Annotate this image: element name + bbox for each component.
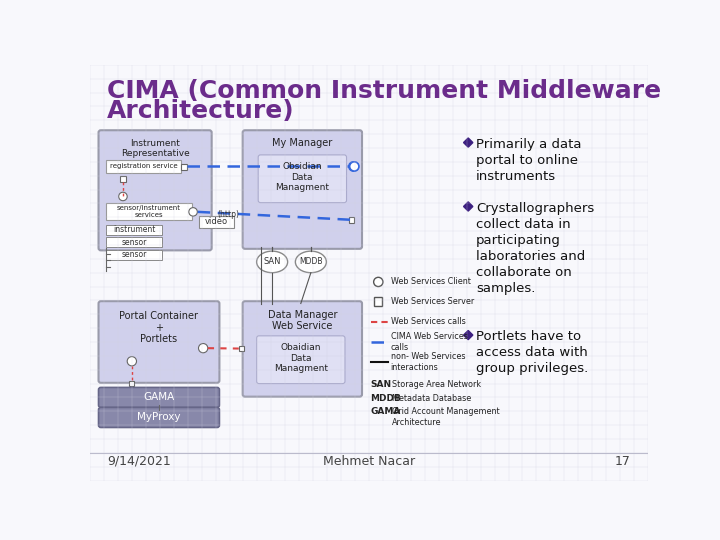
FancyBboxPatch shape	[99, 387, 220, 408]
Bar	[181, 164, 187, 170]
Text: sensor: sensor	[122, 250, 147, 259]
Text: video: video	[204, 218, 228, 226]
Circle shape	[189, 208, 197, 216]
Bar	[107, 249, 162, 260]
Text: Grid Account Management
Architecture: Grid Account Management Architecture	[392, 408, 500, 427]
Text: GAMA: GAMA	[371, 408, 401, 416]
Ellipse shape	[256, 251, 287, 273]
Text: GAMA: GAMA	[143, 393, 175, 402]
Text: Metadata Database: Metadata Database	[392, 394, 472, 403]
Text: MDDB: MDDB	[299, 258, 323, 266]
Text: SAN: SAN	[264, 258, 281, 266]
FancyBboxPatch shape	[258, 155, 346, 202]
Text: (http): (http)	[217, 210, 239, 219]
Text: non- Web Services
interactions: non- Web Services interactions	[391, 352, 465, 372]
FancyBboxPatch shape	[99, 301, 220, 383]
FancyBboxPatch shape	[256, 336, 345, 383]
Text: MyProxy: MyProxy	[138, 413, 181, 422]
Circle shape	[119, 192, 127, 201]
Polygon shape	[464, 202, 473, 211]
Text: MDDB: MDDB	[371, 394, 402, 403]
Text: Obsidian
Data
Managment: Obsidian Data Managment	[275, 163, 329, 192]
Circle shape	[350, 162, 359, 171]
Text: Obaidian
Data
Managment: Obaidian Data Managment	[274, 343, 328, 373]
Bar	[129, 381, 134, 386]
Circle shape	[199, 343, 208, 353]
Text: Portal Container
+
Portlets: Portal Container + Portlets	[120, 311, 199, 345]
Text: Mehmet Nacar: Mehmet Nacar	[323, 455, 415, 468]
Polygon shape	[464, 330, 473, 340]
Bar	[120, 177, 126, 182]
Text: Portlets have to
access data with
group privileges.: Portlets have to access data with group …	[476, 330, 588, 375]
Text: Crystallographers
collect data in
participating
laboratories and
collaborate on
: Crystallographers collect data in partic…	[476, 202, 594, 295]
Bar	[107, 160, 181, 173]
Text: Web Services Client: Web Services Client	[391, 278, 471, 286]
Bar	[374, 298, 382, 306]
Text: Primarily a data
portal to online
instruments: Primarily a data portal to online instru…	[476, 138, 582, 183]
Text: Storage Area Network: Storage Area Network	[392, 380, 482, 389]
FancyBboxPatch shape	[243, 301, 362, 397]
Text: CIMA (Common Instrument Middleware: CIMA (Common Instrument Middleware	[107, 79, 661, 103]
Text: My Manager: My Manager	[272, 138, 333, 148]
Text: Architecture): Architecture)	[107, 99, 294, 123]
Circle shape	[127, 356, 137, 366]
Text: registration service: registration service	[109, 164, 177, 170]
Text: 9/14/2021: 9/14/2021	[107, 455, 171, 468]
Text: sensor: sensor	[122, 238, 147, 247]
Text: 17: 17	[615, 455, 631, 468]
Bar	[199, 215, 234, 228]
Text: SAN: SAN	[371, 380, 392, 389]
Text: Data Manager
Web Service: Data Manager Web Service	[268, 309, 337, 331]
Bar	[107, 204, 192, 220]
FancyBboxPatch shape	[243, 130, 362, 249]
Circle shape	[349, 162, 358, 171]
Text: CIMA Web Services
calls: CIMA Web Services calls	[391, 332, 467, 352]
Bar	[107, 225, 162, 235]
Text: Web Services calls: Web Services calls	[391, 318, 465, 327]
Bar	[107, 237, 162, 247]
Text: instrument: instrument	[113, 226, 156, 234]
Circle shape	[374, 278, 383, 287]
FancyBboxPatch shape	[99, 408, 220, 428]
Text: sensor/instrument
services: sensor/instrument services	[117, 205, 181, 218]
Text: Instrument
Representative: Instrument Representative	[121, 139, 189, 158]
Text: Web Services Server: Web Services Server	[391, 298, 474, 307]
Ellipse shape	[295, 251, 326, 273]
Bar	[239, 346, 244, 351]
Bar	[349, 217, 354, 222]
FancyBboxPatch shape	[99, 130, 212, 251]
Polygon shape	[464, 138, 473, 147]
